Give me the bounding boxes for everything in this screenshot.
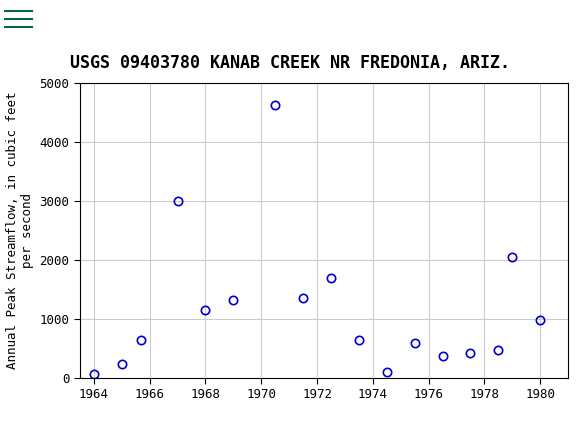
- Text: USGS 09403780 KANAB CREEK NR FREDONIA, ARIZ.: USGS 09403780 KANAB CREEK NR FREDONIA, A…: [70, 54, 510, 72]
- Bar: [3, 2, 55, 36]
- Text: USGS: USGS: [36, 10, 91, 28]
- Y-axis label: Annual Peak Streamflow, in cubic feet
per second: Annual Peak Streamflow, in cubic feet pe…: [6, 92, 34, 369]
